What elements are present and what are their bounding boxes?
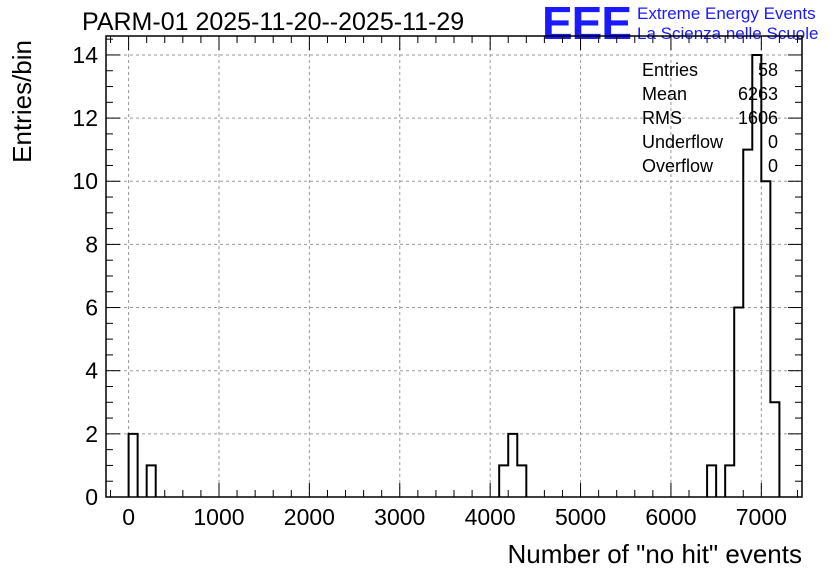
stats-row-underflow: Underflow 0 [642,132,778,156]
logo-line-2: La Scienza nelle Scuole [637,24,819,43]
stats-row-overflow: Overflow 0 [642,156,778,180]
histogram-bin [499,465,508,497]
y-tick-label: 10 [72,168,98,194]
x-tick-label: 4000 [465,504,516,530]
histogram-bin [770,402,779,497]
stats-label: Overflow [642,156,714,176]
histogram-outline [127,53,781,497]
stats-label: Entries [642,60,699,80]
histogram-bin [734,308,743,497]
histogram-bin [129,434,138,497]
stats-value: 58 [757,60,778,80]
stats-row-rms: RMS 1606 [642,108,778,132]
histogram-bin [707,465,716,497]
x-tick-label: 3000 [374,504,425,530]
stats-row-mean: Mean 6263 [642,84,778,108]
stats-value: 0 [767,156,778,176]
x-tick-label: 0 [122,504,135,530]
histogram-bin [761,181,770,497]
histogram-bin [508,434,517,497]
y-axis-label: Entries/bin [7,40,37,163]
stats-box: Entries 58 Mean 6263 RMS 1606 Underflow … [642,60,778,180]
histogram-bin [147,465,156,497]
y-tick-label: 6 [85,295,98,321]
stats-value: 1606 [737,108,778,128]
stats-row-entries: Entries 58 [642,60,778,84]
y-tick-label: 8 [85,231,98,257]
logo-line-1: Extreme Energy Events [637,4,816,23]
x-tick-label: 6000 [645,504,696,530]
y-tick-label: 4 [85,358,98,384]
histogram-bin [743,150,752,497]
stats-value: 6263 [737,84,778,104]
y-tick-label: 2 [85,421,98,447]
stats-label: Underflow [642,132,724,152]
x-tick-label: 2000 [284,504,335,530]
x-tick-label: 1000 [193,504,244,530]
stats-label: RMS [642,108,682,128]
chart-title: PARM-01 2025-11-20--2025-11-29 [82,8,465,36]
x-tick-label: 5000 [555,504,606,530]
histogram-bin [725,465,734,497]
y-tick-label: 14 [72,42,98,68]
y-tick-label: 0 [85,484,98,510]
stats-label: Mean [642,84,688,104]
x-tick-label: 7000 [736,504,787,530]
x-axis-label: Number of "no hit" events [508,539,803,569]
y-tick-label: 12 [72,105,98,131]
stats-value: 0 [767,132,778,152]
histogram-bin [517,465,526,497]
